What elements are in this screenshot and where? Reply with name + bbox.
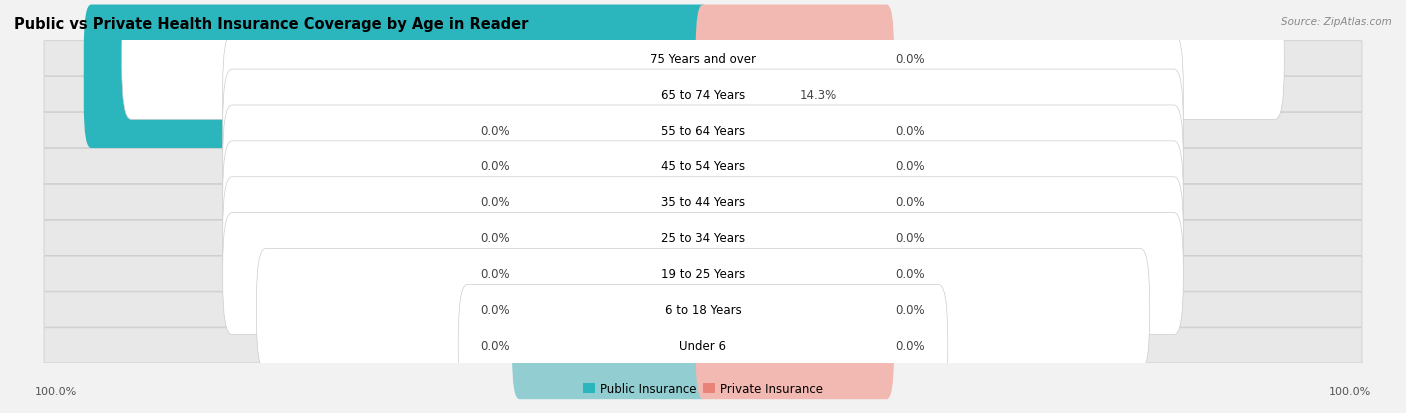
Text: 0.0%: 0.0% xyxy=(481,124,510,137)
Text: 0.0%: 0.0% xyxy=(896,160,925,173)
FancyBboxPatch shape xyxy=(44,256,1362,292)
Text: 100.0%: 100.0% xyxy=(1329,387,1371,396)
FancyBboxPatch shape xyxy=(696,41,797,149)
FancyBboxPatch shape xyxy=(512,292,710,399)
FancyBboxPatch shape xyxy=(44,221,1362,256)
FancyBboxPatch shape xyxy=(44,292,1362,327)
FancyBboxPatch shape xyxy=(696,256,894,363)
FancyBboxPatch shape xyxy=(512,185,710,292)
Text: 6 to 18 Years: 6 to 18 Years xyxy=(665,303,741,316)
Text: Source: ZipAtlas.com: Source: ZipAtlas.com xyxy=(1281,17,1392,26)
Text: 100.0%: 100.0% xyxy=(373,53,422,66)
Text: Under 6: Under 6 xyxy=(679,339,727,352)
Text: 0.0%: 0.0% xyxy=(896,268,925,280)
FancyBboxPatch shape xyxy=(84,5,710,113)
FancyBboxPatch shape xyxy=(458,285,948,406)
Text: 55 to 64 Years: 55 to 64 Years xyxy=(661,124,745,137)
FancyBboxPatch shape xyxy=(256,249,1150,370)
Text: 0.0%: 0.0% xyxy=(896,232,925,244)
FancyBboxPatch shape xyxy=(696,185,894,292)
Text: 100.0%: 100.0% xyxy=(373,88,422,102)
Text: 0.0%: 0.0% xyxy=(481,268,510,280)
FancyBboxPatch shape xyxy=(222,177,1184,299)
Text: Public vs Private Health Insurance Coverage by Age in Reader: Public vs Private Health Insurance Cover… xyxy=(14,17,529,31)
Text: 25 to 34 Years: 25 to 34 Years xyxy=(661,232,745,244)
Text: 0.0%: 0.0% xyxy=(896,53,925,66)
Text: 0.0%: 0.0% xyxy=(481,303,510,316)
FancyBboxPatch shape xyxy=(696,5,894,113)
Text: 35 to 44 Years: 35 to 44 Years xyxy=(661,196,745,209)
Text: 14.3%: 14.3% xyxy=(800,88,837,102)
FancyBboxPatch shape xyxy=(696,220,894,328)
Text: 0.0%: 0.0% xyxy=(481,339,510,352)
FancyBboxPatch shape xyxy=(44,78,1362,112)
Text: 0.0%: 0.0% xyxy=(896,339,925,352)
FancyBboxPatch shape xyxy=(512,113,710,220)
FancyBboxPatch shape xyxy=(696,77,894,185)
Text: 100.0%: 100.0% xyxy=(35,387,77,396)
FancyBboxPatch shape xyxy=(222,70,1184,192)
Legend: Public Insurance, Private Insurance: Public Insurance, Private Insurance xyxy=(578,377,828,399)
Text: 0.0%: 0.0% xyxy=(896,196,925,209)
FancyBboxPatch shape xyxy=(696,113,894,220)
Text: 0.0%: 0.0% xyxy=(481,160,510,173)
Text: 65 to 74 Years: 65 to 74 Years xyxy=(661,88,745,102)
Text: 19 to 25 Years: 19 to 25 Years xyxy=(661,268,745,280)
FancyBboxPatch shape xyxy=(512,149,710,256)
FancyBboxPatch shape xyxy=(696,292,894,399)
FancyBboxPatch shape xyxy=(44,113,1362,148)
Text: 0.0%: 0.0% xyxy=(481,232,510,244)
FancyBboxPatch shape xyxy=(222,142,1184,263)
FancyBboxPatch shape xyxy=(222,213,1184,335)
FancyBboxPatch shape xyxy=(84,41,710,149)
FancyBboxPatch shape xyxy=(512,77,710,185)
Text: 0.0%: 0.0% xyxy=(896,124,925,137)
Text: 0.0%: 0.0% xyxy=(481,196,510,209)
Text: 75 Years and over: 75 Years and over xyxy=(650,53,756,66)
FancyBboxPatch shape xyxy=(44,149,1362,184)
FancyBboxPatch shape xyxy=(122,0,1284,120)
FancyBboxPatch shape xyxy=(696,149,894,256)
Text: 0.0%: 0.0% xyxy=(896,303,925,316)
FancyBboxPatch shape xyxy=(512,256,710,363)
FancyBboxPatch shape xyxy=(222,34,1184,156)
FancyBboxPatch shape xyxy=(44,185,1362,220)
FancyBboxPatch shape xyxy=(512,220,710,328)
Text: 45 to 54 Years: 45 to 54 Years xyxy=(661,160,745,173)
FancyBboxPatch shape xyxy=(44,42,1362,77)
FancyBboxPatch shape xyxy=(44,328,1362,363)
FancyBboxPatch shape xyxy=(222,106,1184,228)
